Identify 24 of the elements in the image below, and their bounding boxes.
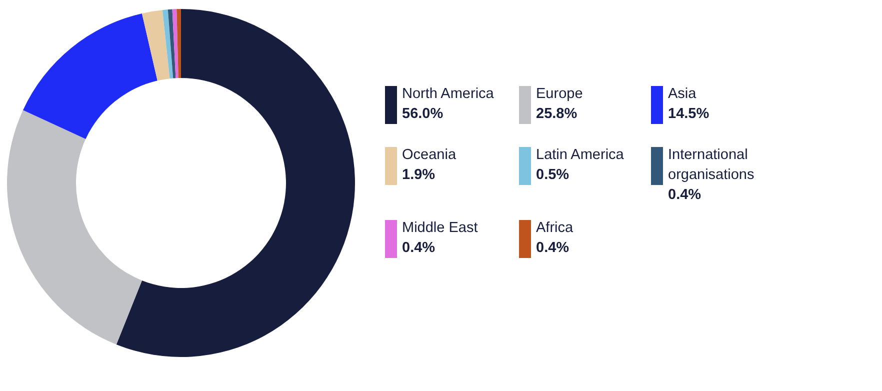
data-label: 0.4% xyxy=(402,239,436,258)
legend-label: Middle East xyxy=(402,220,478,236)
data-label: 0.4% xyxy=(536,239,570,258)
donut-slice xyxy=(142,10,170,81)
data-label: 25.8% xyxy=(536,105,578,124)
donut-slice xyxy=(7,110,142,345)
donut-slice xyxy=(176,9,181,78)
donut-slice xyxy=(23,13,158,139)
legend-label: North America xyxy=(402,86,494,102)
data-label: 0.5% xyxy=(536,166,570,185)
legend-label: Oceania xyxy=(402,147,456,163)
data-label: 56.0% xyxy=(402,105,444,124)
data-label: 1.9% xyxy=(402,166,436,185)
donut-slice xyxy=(162,9,174,79)
data-label: 0.4% xyxy=(668,186,702,205)
data-label: 14.5% xyxy=(668,105,710,124)
legend-label: International organisations xyxy=(668,147,754,183)
legend-label: Asia xyxy=(668,86,696,102)
legend-label: Europe xyxy=(536,86,583,102)
legend-label: Latin America xyxy=(536,147,624,163)
legend-label: Africa xyxy=(536,220,574,236)
donut-slice xyxy=(172,9,178,78)
donut-slice xyxy=(168,9,176,78)
donut-slice xyxy=(116,9,355,357)
